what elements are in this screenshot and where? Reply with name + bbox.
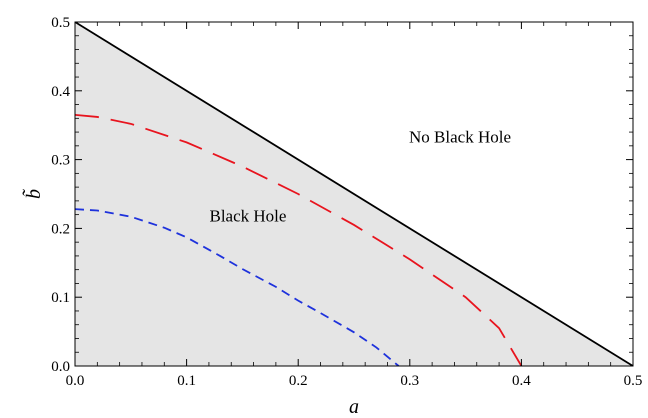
x-tick-label: 0.5 xyxy=(624,373,643,389)
x-tick-label: 0.0 xyxy=(66,373,85,389)
plot-frame xyxy=(74,21,634,367)
x-tick-label: 0.4 xyxy=(512,373,531,389)
series-line-blue-dashed xyxy=(75,208,400,366)
y-tick-label: 0.3 xyxy=(51,153,70,169)
region-label: Black Hole xyxy=(210,207,287,226)
y-tick-label: 0.0 xyxy=(51,359,70,375)
y-tick-label: 0.4 xyxy=(51,84,70,100)
x-axis-title: a xyxy=(349,396,359,418)
series-line-boundary xyxy=(75,22,633,366)
y-tick-label: 0.5 xyxy=(51,15,70,31)
region-label: No Black Hole xyxy=(409,127,511,146)
x-tick-label: 0.3 xyxy=(400,373,419,389)
y-tick-label: 0.1 xyxy=(51,290,70,306)
y-tick-label: 0.2 xyxy=(51,221,70,237)
series-line-red-dashed xyxy=(75,113,523,366)
x-tick-label: 0.1 xyxy=(177,373,196,389)
y-axis-title: b̃ xyxy=(21,189,45,199)
x-tick-label: 0.2 xyxy=(289,373,308,389)
